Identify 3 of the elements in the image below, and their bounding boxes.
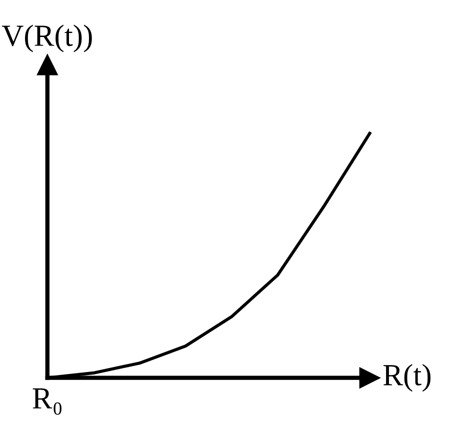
x-axis-title: R(t) (383, 364, 430, 392)
y-axis-title: V(R(t)) (2, 24, 92, 52)
text: R₀ (32, 388, 62, 415)
